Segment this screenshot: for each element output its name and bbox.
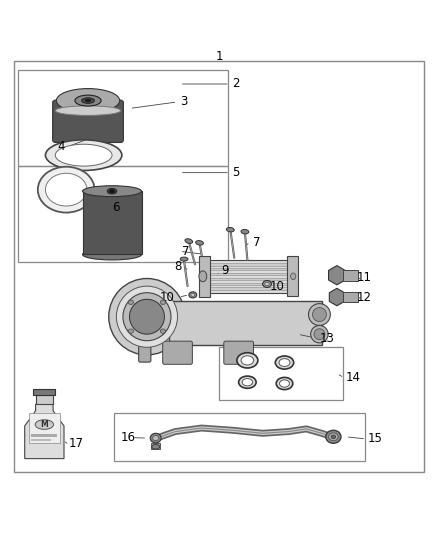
Text: 11: 11 [357,271,371,284]
Ellipse shape [241,356,254,365]
Ellipse shape [276,377,293,390]
Ellipse shape [185,239,193,244]
Ellipse shape [312,308,326,321]
Ellipse shape [38,167,95,213]
Ellipse shape [85,99,91,102]
Polygon shape [25,404,64,458]
Text: 7: 7 [182,245,189,258]
Bar [82,191,141,254]
Ellipse shape [279,380,290,387]
Ellipse shape [265,282,269,286]
Text: 9: 9 [221,264,229,277]
FancyBboxPatch shape [53,100,124,142]
Text: 2: 2 [232,77,240,91]
Ellipse shape [152,445,159,449]
Bar [31,434,57,437]
Bar [209,263,288,265]
Bar [209,287,288,289]
Ellipse shape [130,299,164,334]
FancyBboxPatch shape [139,330,151,362]
Bar [209,282,288,285]
Ellipse shape [242,378,253,386]
FancyBboxPatch shape [162,341,192,364]
Ellipse shape [239,376,256,389]
Ellipse shape [128,300,134,304]
FancyBboxPatch shape [224,341,254,364]
Text: 6: 6 [112,201,120,214]
Ellipse shape [109,279,185,355]
Bar [208,260,289,293]
Bar [31,439,51,441]
Bar [219,348,343,400]
Text: 7: 7 [253,236,260,249]
Ellipse shape [241,230,249,234]
Ellipse shape [160,329,166,333]
Ellipse shape [226,228,234,232]
Ellipse shape [191,293,195,296]
Ellipse shape [152,435,159,441]
Text: M: M [40,420,48,429]
Bar [209,278,288,280]
Ellipse shape [290,273,296,280]
Ellipse shape [314,329,325,340]
Ellipse shape [35,420,53,430]
Ellipse shape [308,304,330,326]
Bar [209,268,288,270]
Text: 12: 12 [357,290,371,304]
Bar [169,302,321,345]
Ellipse shape [263,280,272,287]
Ellipse shape [180,257,188,261]
Ellipse shape [123,293,171,341]
Ellipse shape [326,430,341,443]
Text: 1: 1 [215,50,223,62]
Bar [33,389,55,395]
Ellipse shape [46,140,122,171]
Bar [199,256,210,297]
Ellipse shape [189,292,197,298]
Text: 16: 16 [121,431,136,444]
Text: 8: 8 [174,260,182,273]
Ellipse shape [117,286,177,348]
Ellipse shape [82,185,141,197]
Text: 10: 10 [160,290,175,304]
Text: 5: 5 [232,166,240,179]
Ellipse shape [55,106,121,116]
Text: 4: 4 [57,140,65,153]
Ellipse shape [331,435,336,439]
Ellipse shape [128,329,134,333]
Ellipse shape [237,353,258,368]
Ellipse shape [55,144,112,166]
Bar [29,413,60,443]
Ellipse shape [328,433,338,441]
Text: 3: 3 [180,95,187,108]
Text: 17: 17 [68,437,83,450]
Ellipse shape [75,95,101,106]
Ellipse shape [107,188,117,194]
Text: 10: 10 [270,280,285,293]
Text: 14: 14 [346,372,360,384]
Ellipse shape [110,190,114,192]
Bar [287,256,298,296]
Ellipse shape [276,356,293,369]
Bar [343,270,358,281]
Ellipse shape [196,240,203,245]
Bar [35,395,53,404]
Bar [18,70,228,166]
Ellipse shape [150,433,161,443]
Ellipse shape [160,300,166,304]
Bar [114,413,365,461]
Bar [151,443,160,449]
Text: 15: 15 [367,432,382,446]
Bar [18,166,228,262]
Ellipse shape [82,249,141,260]
Ellipse shape [81,98,95,103]
Ellipse shape [311,326,328,343]
Ellipse shape [57,88,120,112]
Ellipse shape [279,359,290,367]
Ellipse shape [46,173,87,206]
Bar [343,292,358,302]
Text: 13: 13 [319,332,334,345]
Bar [209,273,288,275]
Ellipse shape [199,271,207,282]
